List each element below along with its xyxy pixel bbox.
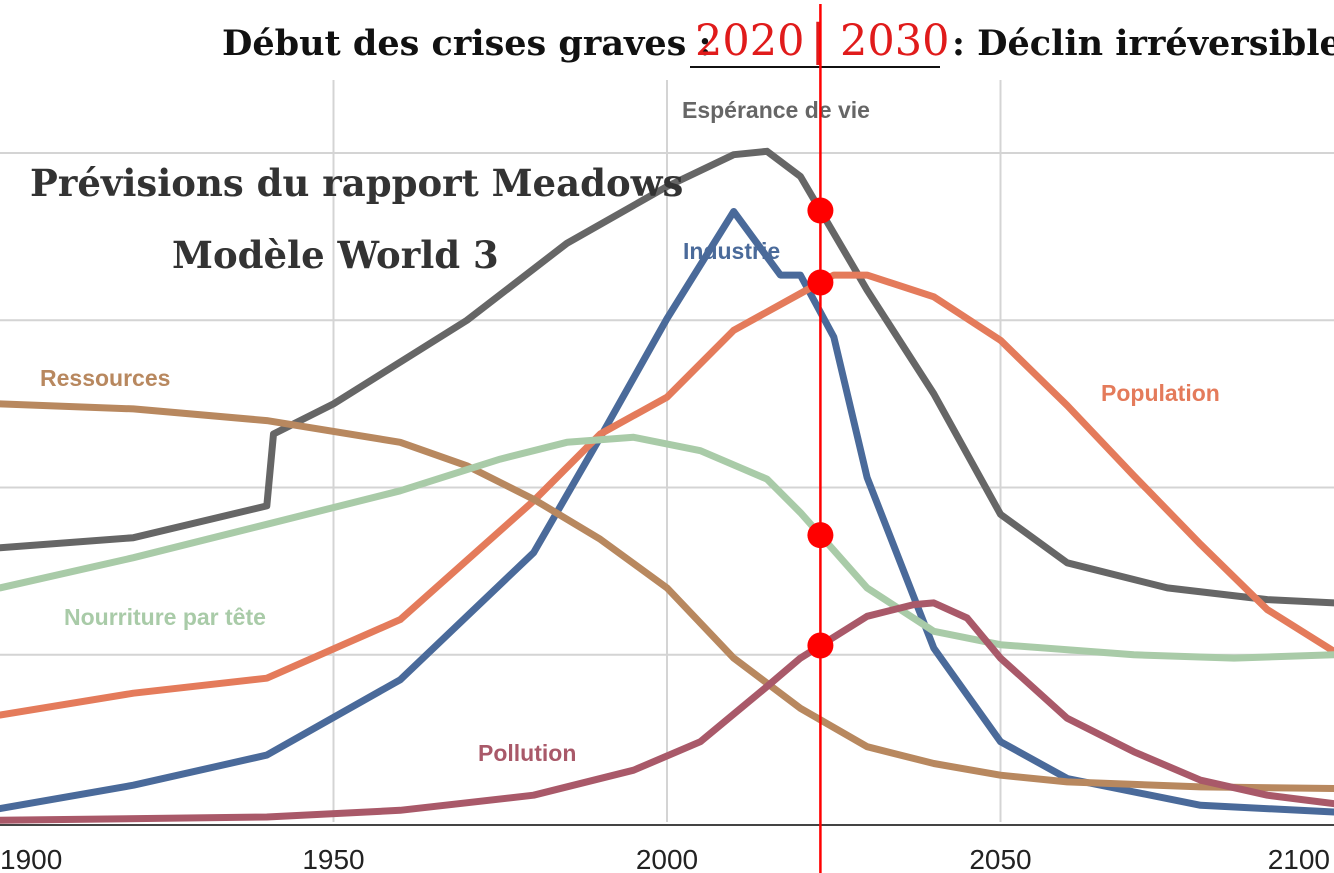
header-year-end: 2030: [840, 16, 949, 66]
series-line-pollution: [0, 599, 1334, 824]
header-left-text: Début des crises graves :: [222, 23, 711, 64]
intersection-dot-population: [807, 269, 834, 296]
header-divider: |: [811, 16, 826, 66]
chart-title-line2: Modèle World 3: [172, 233, 499, 277]
intersection-dot-esperance-de-vie: [807, 197, 834, 224]
series-label-pollution: Pollution: [478, 740, 576, 766]
chart-title-line1: Prévisions du rapport Meadows: [30, 161, 683, 205]
x-tick-label: 2100: [1268, 844, 1330, 873]
intersection-dot-pollution: [807, 632, 834, 659]
header-right-text: : Déclin irréversible: [952, 23, 1334, 64]
header-year-start: 2020: [695, 16, 804, 66]
series-line-industrie: [0, 208, 1334, 816]
series-label-nourriture: Nourriture par tête: [64, 604, 266, 630]
series-line-nourriture-par-tete: [0, 433, 1334, 662]
series-lines: [0, 147, 1334, 824]
series-label-esperance: Espérance de vie: [682, 97, 870, 123]
series-line-ressources: [0, 400, 1334, 792]
x-tick-label: 1950: [302, 844, 364, 873]
x-tick-label: 1900: [0, 844, 62, 873]
series-label-ressources: Ressources: [40, 365, 170, 391]
x-axis: 1900 1950 2000 2050 2100: [0, 824, 1334, 873]
series-label-industrie: Industrie: [683, 238, 780, 264]
header: Début des crises graves : 2020 | 2030 : …: [222, 16, 1334, 68]
x-tick-label: 2000: [636, 844, 698, 873]
intersection-dot-nourriture-par-tete: [807, 522, 834, 549]
x-tick-label: 2050: [969, 844, 1031, 873]
series-line-esperance-de-vie: [0, 147, 1334, 607]
series-label-population: Population: [1101, 380, 1220, 406]
intersection-dots: [807, 197, 834, 659]
